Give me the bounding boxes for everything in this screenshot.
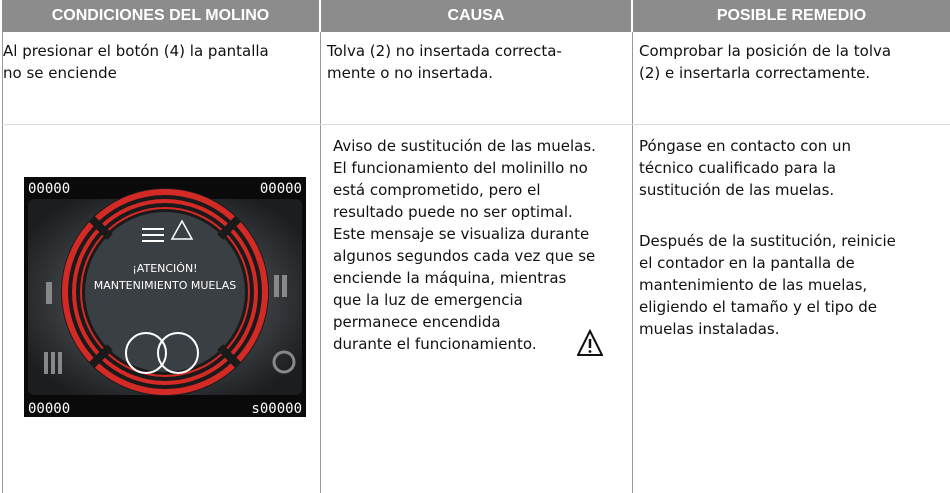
text-line: que la luz de emergencia <box>333 291 523 309</box>
text-line: Comprobar la posición de la tolva <box>639 42 892 60</box>
text-line: resultado puede no ser optimal. <box>333 203 573 221</box>
header-cell: CAUSA <box>321 0 631 32</box>
text-line: enciende la máquina, mientras <box>333 269 567 287</box>
display-text: 00000 <box>260 181 302 197</box>
text-line: está comprometido, pero el <box>333 181 541 199</box>
text-line: muelas instaladas. <box>639 320 780 338</box>
warning-icon <box>577 329 603 356</box>
text-line: permanece encendida <box>333 313 501 331</box>
text-line: el contador en la pantalla de <box>639 254 855 272</box>
display-text: MANTENIMIENTO MUELAS <box>94 279 237 292</box>
column-border <box>320 32 321 493</box>
text-line: El funcionamiento del molinillo no <box>333 159 588 177</box>
text-line: técnico cualificado para la <box>639 159 837 177</box>
text-line: (2) e insertarla correctamente. <box>639 64 871 82</box>
display-text: 00000 <box>28 401 70 417</box>
display-text: ¡ATENCIÓN! <box>132 262 197 275</box>
row-border <box>2 124 950 125</box>
text-line: sustitución de las muelas. <box>639 181 835 199</box>
text-line: algunos segundos cada vez que se <box>333 247 596 265</box>
text-line: mente o no insertada. <box>327 64 494 82</box>
text-line: eligiendo el tamaño y el tipo de <box>639 298 878 316</box>
text-line: durante el funcionamiento. <box>333 335 537 353</box>
text-line: Al presionar el botón (4) la pantalla <box>3 42 269 60</box>
text-line: Tolva (2) no insertada correcta- <box>327 42 562 60</box>
text-line: no se enciende <box>3 64 117 82</box>
header-cell: CONDICIONES DEL MOLINO <box>2 0 319 32</box>
text-line: Este mensaje se visualiza durante <box>333 225 590 243</box>
display-text: s00000 <box>251 401 302 417</box>
text-line: Después de la sustitución, reinicie <box>639 232 896 250</box>
display-screen: 00000 00000 00000 s00000 ¡ATENCIÓN! MANTENIMI… <box>24 177 306 417</box>
column-border <box>632 32 633 493</box>
column-border <box>2 32 3 493</box>
display-text: 00000 <box>28 181 70 197</box>
text-line: mantenimiento de las muelas, <box>639 276 868 294</box>
header-cell: POSIBLE REMEDIO <box>633 0 950 32</box>
text-line: Aviso de sustitución de las muelas. <box>333 137 596 155</box>
text-line: Póngase en contacto con un <box>639 137 852 155</box>
